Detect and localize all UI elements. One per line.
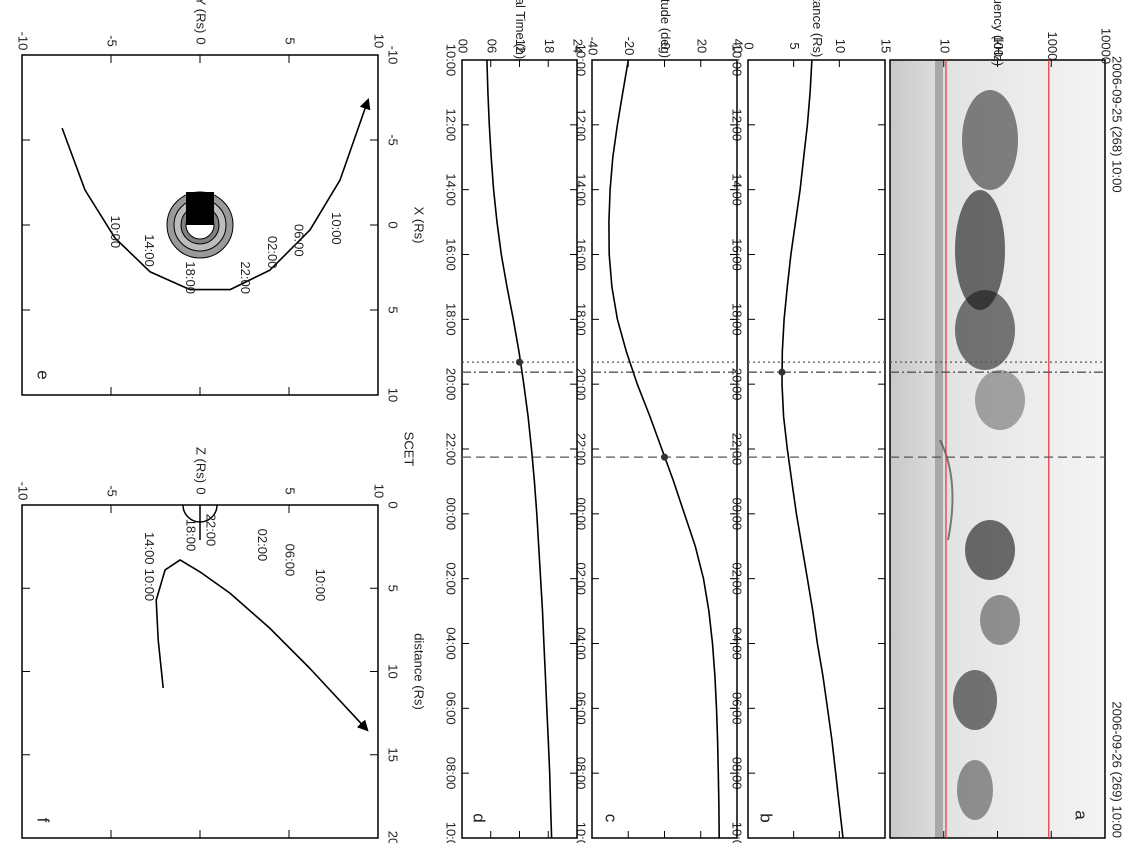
- time-annotation: 14:00: [142, 234, 157, 267]
- time-annotation: 22:00: [204, 514, 219, 547]
- x-tick-label: 16:00: [444, 238, 459, 271]
- y-tick-label: 06: [484, 39, 499, 53]
- time-annotation: 02:00: [265, 236, 280, 269]
- panel-label: c: [602, 814, 621, 823]
- time-annotation: 06:00: [291, 224, 306, 257]
- x-tick-label: 10:00: [444, 44, 459, 77]
- x-tick-label: 22:00: [444, 433, 459, 466]
- highlight-point: [516, 358, 523, 366]
- x-tick-label: 02:00: [444, 562, 459, 595]
- y-tick-label: 100: [991, 35, 1006, 57]
- x-tick-label: 04:00: [444, 627, 459, 660]
- x-tick-label: 10:00: [444, 822, 459, 843]
- y-tick-label: -5: [105, 35, 120, 47]
- time-annotation: 10:00: [108, 216, 123, 249]
- axis-title: Latitude (deg): [658, 0, 673, 58]
- x-tick-label: 10: [386, 664, 401, 678]
- x-tick-label: 00:00: [444, 498, 459, 531]
- x-tick-label: 0: [386, 501, 401, 508]
- x-tick-label: 5: [386, 585, 401, 592]
- axis-title: Local Time (h): [513, 0, 528, 59]
- plot-frame: [461, 59, 578, 839]
- x-tick-label: 0: [386, 221, 401, 228]
- y-tick-label: 5: [283, 487, 298, 494]
- y-tick-label: 0: [194, 37, 209, 44]
- time-annotation: 06:00: [283, 544, 298, 577]
- y-tick-label: 40: [731, 39, 746, 53]
- plot-frame: [747, 59, 886, 839]
- highlight-point: [661, 453, 668, 461]
- spectrogram-image: [890, 60, 1105, 838]
- y-tick-label: 18: [542, 39, 557, 53]
- y-tick-label: 10: [937, 39, 952, 53]
- axis-title: Distance (Rs): [810, 0, 825, 57]
- panel-label: b: [757, 813, 776, 822]
- highlight-point: [778, 368, 786, 376]
- y-tick-label: 10000: [1099, 28, 1114, 64]
- x-tick-label: 08:00: [444, 757, 459, 790]
- y-tick-label: -10: [16, 32, 31, 51]
- panel-label: e: [34, 370, 53, 379]
- y-tick-label: 0: [194, 487, 209, 494]
- date-label: 2006-09-25 (268) 10:00: [1110, 56, 1125, 193]
- y-tick-label: 12: [513, 39, 528, 53]
- x-tick-label: 18:00: [444, 303, 459, 336]
- panel-label: d: [470, 813, 489, 822]
- axis-title: X (Rs): [412, 207, 427, 244]
- y-tick-label: -20: [622, 37, 637, 56]
- time-annotation: 10:00: [329, 212, 344, 245]
- x-tick-label: 10: [386, 388, 401, 402]
- line: [608, 59, 720, 839]
- axis-title: distance (Rs): [412, 633, 427, 710]
- x-tick-label: 5: [386, 306, 401, 313]
- plot-frame: [21, 504, 379, 839]
- y-tick-label: 10: [833, 39, 848, 53]
- time-annotation: 22:00: [238, 261, 253, 294]
- panel-label: f: [34, 818, 53, 823]
- date-label: 2006-09-26 (269) 10:00: [1110, 701, 1125, 838]
- trajectory: [61, 97, 371, 291]
- x-tick-label: 15: [386, 748, 401, 762]
- x-tick-label: -5: [386, 134, 401, 146]
- x-tick-label: 10:00: [574, 822, 589, 843]
- y-tick-label: 10: [372, 484, 387, 498]
- plot-frame: [591, 59, 738, 839]
- time-annotation: 18:00: [183, 261, 198, 294]
- panel-label: a: [1072, 810, 1091, 820]
- trajectory: [155, 559, 369, 732]
- x-tick-label: 20: [386, 831, 401, 843]
- x-tick-label: 06:00: [444, 692, 459, 725]
- time-annotation: 10:00: [142, 569, 157, 602]
- y-tick-label: 5: [283, 37, 298, 44]
- x-tick-label: 12:00: [444, 109, 459, 142]
- y-tick-label: 15: [879, 39, 894, 53]
- time-annotation: 10:00: [313, 569, 328, 602]
- axis-title: Z (Rs): [194, 447, 209, 483]
- y-tick-label: 0: [742, 42, 757, 49]
- y-tick-label: 24: [571, 39, 586, 53]
- y-tick-label: 0: [658, 42, 673, 49]
- line: [486, 59, 553, 839]
- axis-title: Y (Rs): [194, 0, 209, 33]
- y-tick-label: 10: [372, 34, 387, 48]
- saturn-equatorial: [166, 191, 234, 259]
- time-annotation: 18:00: [184, 519, 199, 552]
- x-tick-label: 14:00: [444, 173, 459, 206]
- y-tick-label: 1000: [1045, 32, 1060, 61]
- line: [781, 59, 844, 839]
- y-tick-label: 00: [456, 39, 471, 53]
- axis-title: SCET: [402, 432, 417, 467]
- y-tick-label: -10: [16, 482, 31, 501]
- y-tick-label: -40: [586, 37, 601, 56]
- time-annotation: 14:00: [142, 532, 157, 565]
- time-annotation: 02:00: [255, 529, 270, 562]
- axis-title: Frequency (kHz): [991, 0, 1006, 66]
- y-tick-label: 20: [694, 39, 709, 53]
- x-tick-label: -10: [386, 46, 401, 65]
- y-tick-label: -5: [105, 485, 120, 497]
- y-tick-label: 5: [787, 42, 802, 49]
- x-tick-label: 20:00: [444, 368, 459, 401]
